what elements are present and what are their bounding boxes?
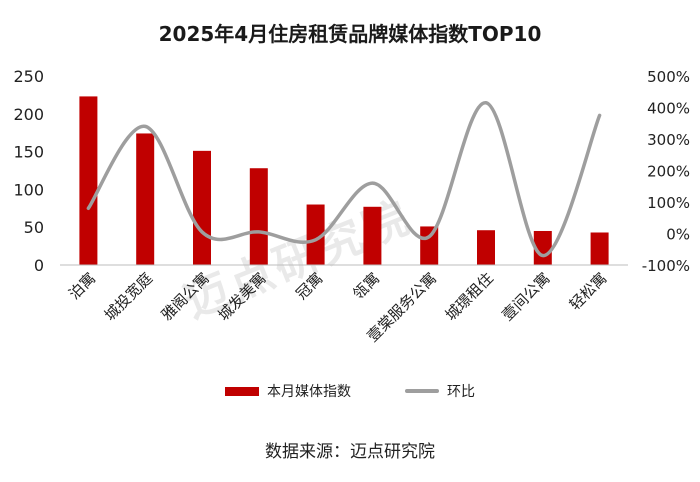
chart-title: 2025年4月住房租赁品牌媒体指数TOP10 <box>158 22 542 46</box>
x-tick-label-8: 壹间公寓 <box>498 269 553 324</box>
x-tick-label-4: 冠寓 <box>292 269 326 303</box>
bar-4 <box>306 204 325 265</box>
x-tick-label-2: 雅阁公寓 <box>158 269 213 324</box>
right-axis: -100% 0% 100% 200% 300% 400% 500% <box>642 68 690 275</box>
x-tick-label-7: 城璟租住 <box>442 269 497 324</box>
bar-8 <box>533 230 552 265</box>
right-tick-label-1: 0% <box>666 226 690 244</box>
left-axis: 0 50 100 150 200 250 <box>13 67 44 275</box>
x-tick-label-1: 城投宽庭 <box>101 269 156 324</box>
legend-swatch-bar <box>225 386 259 396</box>
legend-item-bar: 本月媒体指数 <box>225 381 351 401</box>
left-tick-label-0: 0 <box>34 256 44 275</box>
left-tick-label-3: 150 <box>13 143 44 162</box>
left-tick-label-4: 200 <box>13 105 44 124</box>
legend-label-bar: 本月媒体指数 <box>267 384 351 400</box>
legend: 本月媒体指数 环比 <box>0 381 700 401</box>
bar-9 <box>590 232 609 265</box>
x-tick-label-0: 泊寓 <box>65 269 99 303</box>
right-tick-label-4: 300% <box>647 131 690 149</box>
bar-1 <box>136 133 155 265</box>
bar-5 <box>363 206 382 265</box>
bar-7 <box>477 230 495 265</box>
legend-swatch-line <box>405 389 439 393</box>
right-tick-label-3: 200% <box>647 163 690 181</box>
x-tick-label-5: 瓴寓 <box>349 269 383 303</box>
legend-label-line: 环比 <box>447 384 475 400</box>
legend-item-line: 环比 <box>405 381 475 401</box>
line-layer <box>86 101 602 258</box>
bar-2 <box>193 150 211 265</box>
right-tick-label-0: -100% <box>642 257 690 275</box>
bar-6 <box>420 226 439 265</box>
bar-3 <box>249 168 268 265</box>
bar-0 <box>79 96 98 265</box>
right-tick-label-5: 400% <box>647 100 690 118</box>
right-tick-label-2: 100% <box>647 194 690 212</box>
left-tick-label-1: 50 <box>24 218 44 237</box>
x-tick-label-9: 轻松寓 <box>566 269 611 314</box>
bars-layer <box>79 96 609 265</box>
left-tick-label-5: 250 <box>13 67 44 86</box>
series-line-环比 <box>86 101 602 258</box>
source-note: 数据来源：迈点研究院 <box>265 442 435 462</box>
x-tick-label-3: 城发美寓 <box>214 269 269 324</box>
left-tick-label-2: 100 <box>13 180 44 199</box>
right-tick-label-6: 500% <box>647 68 690 86</box>
